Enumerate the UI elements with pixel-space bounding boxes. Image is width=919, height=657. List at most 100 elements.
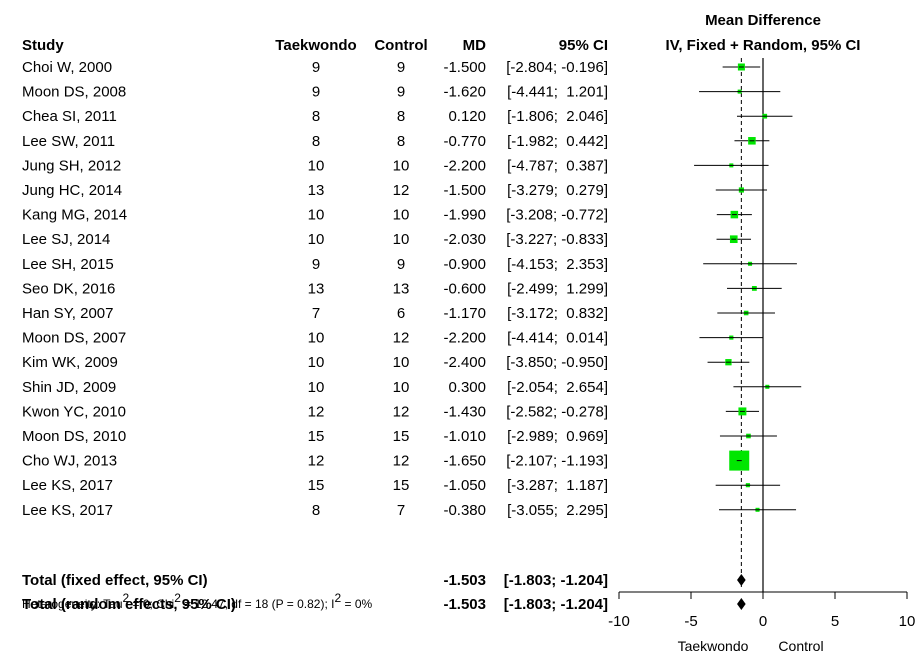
taekwondo-n: 12 bbox=[308, 453, 325, 470]
x-axis-tick-label: 5 bbox=[831, 613, 839, 630]
pooled-diamond bbox=[737, 574, 746, 586]
control-n: 6 bbox=[397, 305, 405, 322]
ci-value: [-3.850; -0.950] bbox=[506, 354, 608, 371]
x-axis-tick-label: 10 bbox=[899, 613, 916, 630]
ci-value: [-3.279; 0.279] bbox=[507, 182, 608, 199]
ci-value: [-4.787; 0.387] bbox=[507, 157, 608, 174]
study-rows: Choi W, 2000 9 9 -1.500 [-2.804; -0.196] Moon… bbox=[22, 59, 608, 613]
md-value: -2.200 bbox=[443, 330, 486, 347]
md-value: -1.050 bbox=[443, 477, 486, 494]
control-n: 13 bbox=[393, 280, 410, 297]
md-value: -2.400 bbox=[443, 354, 486, 371]
md-value: -0.600 bbox=[443, 280, 486, 297]
control-n: 10 bbox=[393, 157, 410, 174]
ci-value: [-3.172; 0.832] bbox=[507, 305, 608, 322]
x-axis-tick-label: -10 bbox=[608, 613, 630, 630]
control-n: 10 bbox=[393, 207, 410, 224]
control-n: 12 bbox=[393, 453, 410, 470]
control-n: 9 bbox=[397, 84, 405, 101]
study-label: Moon DS, 2007 bbox=[22, 330, 126, 347]
x-axis-tick-label: -5 bbox=[684, 613, 697, 630]
control-n: 10 bbox=[393, 231, 410, 248]
control-n: 10 bbox=[393, 379, 410, 396]
study-label: Jung HC, 2014 bbox=[22, 182, 122, 199]
md-value: -1.010 bbox=[443, 428, 486, 445]
study-label: Cho WJ, 2013 bbox=[22, 453, 117, 470]
taekwondo-n: 15 bbox=[308, 428, 325, 445]
plot-area: -10 -5 0 5 10 Taekwondo Control bbox=[608, 58, 915, 654]
heterogeneity-text: Heterogeneity: Tau2 = 0; Chi2 = 12.47, d… bbox=[22, 591, 373, 611]
taekwondo-n: 8 bbox=[312, 502, 320, 519]
study-label: Lee KS, 2017 bbox=[22, 502, 113, 519]
md-value: -0.900 bbox=[443, 256, 486, 273]
study-label: Han SY, 2007 bbox=[22, 305, 113, 322]
control-n: 15 bbox=[393, 428, 410, 445]
ci-value: [-1.982; 0.442] bbox=[507, 133, 608, 150]
column-header-taekwondo: Taekwondo bbox=[275, 37, 356, 54]
ci-value: [-3.227; -0.833] bbox=[506, 231, 608, 248]
study-label: Lee SW, 2011 bbox=[22, 133, 115, 150]
study-label: Lee SJ, 2014 bbox=[22, 231, 110, 248]
study-label: Chea SI, 2011 bbox=[22, 108, 117, 125]
control-n: 12 bbox=[393, 182, 410, 199]
ci-value: [-2.582; -0.278] bbox=[506, 403, 608, 420]
study-label: Kim WK, 2009 bbox=[22, 354, 118, 371]
taekwondo-n: 10 bbox=[308, 330, 325, 347]
study-label: Shin JD, 2009 bbox=[22, 379, 116, 396]
md-value: 0.120 bbox=[448, 108, 486, 125]
total-md-value: -1.503 bbox=[443, 596, 486, 613]
ci-value: [-2.989; 0.969] bbox=[507, 428, 608, 445]
md-value: 0.300 bbox=[448, 379, 486, 396]
control-n: 7 bbox=[397, 502, 405, 519]
ci-value: [-3.055; 2.295] bbox=[507, 502, 608, 519]
taekwondo-n: 10 bbox=[308, 231, 325, 248]
md-value: -0.380 bbox=[443, 502, 486, 519]
md-value: -1.620 bbox=[443, 84, 486, 101]
md-value: -2.200 bbox=[443, 157, 486, 174]
plot-title-line1: Mean Difference bbox=[705, 12, 821, 29]
control-n: 8 bbox=[397, 133, 405, 150]
control-n: 15 bbox=[393, 477, 410, 494]
x-axis-label-right: Control bbox=[778, 638, 823, 654]
total-ci-value: [-1.803; -1.204] bbox=[504, 596, 608, 613]
control-n: 10 bbox=[393, 354, 410, 371]
taekwondo-n: 8 bbox=[312, 133, 320, 150]
taekwondo-n: 7 bbox=[312, 305, 320, 322]
study-label: Jung SH, 2012 bbox=[22, 157, 121, 174]
ci-value: [-1.806; 2.046] bbox=[507, 108, 608, 125]
study-label: Moon DS, 2010 bbox=[22, 428, 126, 445]
md-value: -1.430 bbox=[443, 403, 486, 420]
md-value: -0.770 bbox=[443, 133, 486, 150]
study-label: Kwon YC, 2010 bbox=[22, 403, 126, 420]
control-n: 8 bbox=[397, 108, 405, 125]
taekwondo-n: 13 bbox=[308, 182, 325, 199]
column-header-study: Study bbox=[22, 37, 64, 54]
total-label: Total (fixed effect, 95% CI) bbox=[22, 572, 208, 589]
md-value: -1.650 bbox=[443, 453, 486, 470]
ci-value: [-2.054; 2.654] bbox=[507, 379, 608, 396]
study-label: Choi W, 2000 bbox=[22, 59, 112, 76]
ci-value: [-2.499; 1.299] bbox=[507, 280, 608, 297]
taekwondo-n: 9 bbox=[312, 256, 320, 273]
x-axis-label-left: Taekwondo bbox=[678, 638, 749, 654]
md-value: -1.500 bbox=[443, 59, 486, 76]
ci-value: [-4.414; 0.014] bbox=[507, 330, 608, 347]
taekwondo-n: 8 bbox=[312, 108, 320, 125]
ci-value: [-3.208; -0.772] bbox=[506, 207, 608, 224]
ci-value: [-4.153; 2.353] bbox=[507, 256, 608, 273]
ci-value: [-3.287; 1.187] bbox=[507, 477, 608, 494]
control-n: 9 bbox=[397, 256, 405, 273]
taekwondo-n: 9 bbox=[312, 84, 320, 101]
ci-value: [-2.107; -1.193] bbox=[506, 453, 608, 470]
study-label: Kang MG, 2014 bbox=[22, 207, 127, 224]
study-label: Moon DS, 2008 bbox=[22, 84, 126, 101]
md-value: -1.990 bbox=[443, 207, 486, 224]
x-axis-tick-label: 0 bbox=[759, 613, 767, 630]
taekwondo-n: 10 bbox=[308, 157, 325, 174]
ci-value: [-2.804; -0.196] bbox=[506, 59, 608, 76]
total-ci-value: [-1.803; -1.204] bbox=[504, 572, 608, 589]
column-header-md: MD bbox=[463, 37, 486, 54]
control-n: 12 bbox=[393, 330, 410, 347]
control-n: 9 bbox=[397, 59, 405, 76]
